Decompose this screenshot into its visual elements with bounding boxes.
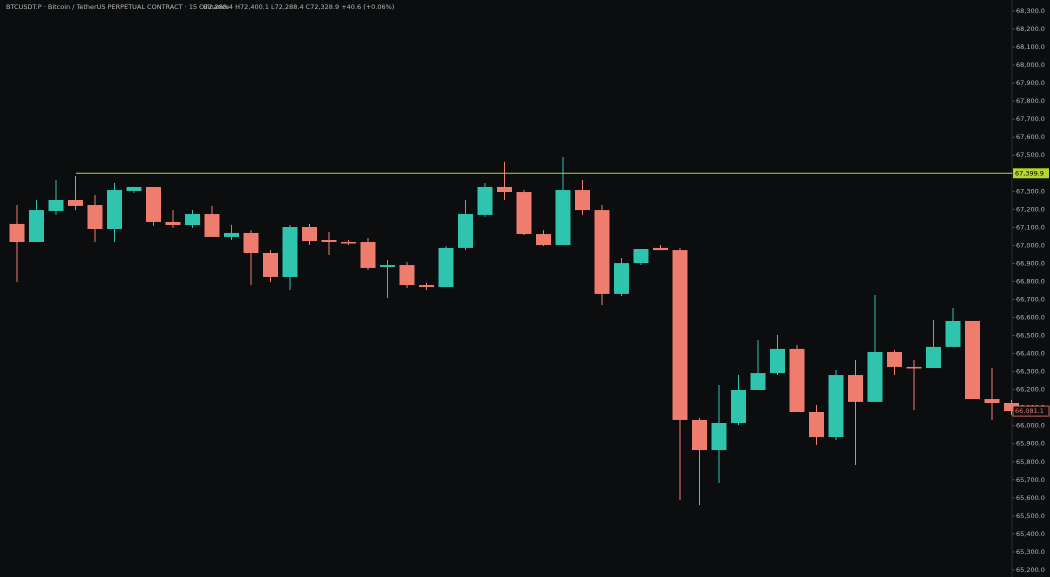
candle-body xyxy=(380,265,395,268)
last-price-tag xyxy=(1012,405,1050,417)
y-tick-label: 67,500.0 xyxy=(1016,151,1045,159)
price-line-tag xyxy=(1013,168,1049,179)
y-tick-label: 65,500.0 xyxy=(1016,512,1045,520)
y-tick-label: 65,900.0 xyxy=(1016,440,1045,448)
y-tick-label: 66,300.0 xyxy=(1016,368,1045,376)
y-tick-label: 66,600.0 xyxy=(1016,314,1045,322)
y-tick-label: 66,000.0 xyxy=(1016,422,1045,430)
candle-body xyxy=(828,375,844,438)
chart-title: BTCUSDT.P · Bitcoin / TetherUS PERPETUAL… xyxy=(6,3,229,11)
candle-body xyxy=(126,186,142,191)
y-tick-label: 66,200.0 xyxy=(1016,386,1045,394)
last-price-label: 66,081.1 xyxy=(1015,407,1044,415)
candle-body xyxy=(692,419,707,451)
candle-body xyxy=(770,348,785,374)
y-tick-label: 65,300.0 xyxy=(1016,548,1045,556)
y-tick-label: 66,400.0 xyxy=(1016,350,1045,358)
candle-body xyxy=(9,223,25,242)
y-tick-label: 65,700.0 xyxy=(1016,476,1045,484)
candle-body xyxy=(516,192,532,235)
candle-body xyxy=(575,190,590,211)
candle-body xyxy=(321,239,337,242)
y-tick-label: 66,900.0 xyxy=(1016,259,1045,267)
candle-body xyxy=(185,214,200,226)
y-tick-label: 67,600.0 xyxy=(1016,133,1045,141)
candle-body xyxy=(945,320,961,347)
y-tick-label: 67,700.0 xyxy=(1016,115,1045,123)
candle-body xyxy=(419,285,434,288)
candle-body xyxy=(458,214,473,248)
candle-body xyxy=(536,234,551,246)
candle-body xyxy=(594,210,610,294)
candle-body xyxy=(789,348,805,413)
candle-body xyxy=(614,263,629,294)
y-tick-label: 68,200.0 xyxy=(1016,25,1045,33)
y-tick-label: 65,600.0 xyxy=(1016,494,1045,502)
candle-body xyxy=(146,186,161,222)
candle-body xyxy=(243,232,259,253)
y-tick-label: 66,500.0 xyxy=(1016,332,1045,340)
y-tick-label: 66,800.0 xyxy=(1016,277,1045,285)
y-tick-label: 67,200.0 xyxy=(1016,205,1045,213)
candle-body xyxy=(282,227,298,277)
y-tick-label: 68,300.0 xyxy=(1016,7,1045,15)
candle-body xyxy=(672,250,688,420)
candle-body xyxy=(906,366,922,369)
y-tick-label: 67,800.0 xyxy=(1016,97,1045,105)
candle-body xyxy=(965,320,980,400)
candle-body xyxy=(87,205,103,229)
candle-body xyxy=(1004,402,1019,412)
candle-body xyxy=(224,232,239,237)
candle-body xyxy=(867,351,883,402)
candle-body xyxy=(341,241,356,244)
y-tick-label: 65,200.0 xyxy=(1016,566,1045,574)
ohlc-legend: O72,288.4 H72,400.1 L72,288.4 C72,328.9 … xyxy=(199,3,394,11)
candle-body xyxy=(204,214,220,237)
y-tick-label: 68,000.0 xyxy=(1016,61,1045,69)
candle-body xyxy=(633,249,649,264)
y-tick-label: 67,000.0 xyxy=(1016,241,1045,249)
candle-body xyxy=(360,241,376,268)
candle-body xyxy=(984,399,1000,403)
y-tick-label: 67,900.0 xyxy=(1016,79,1045,87)
candle-body xyxy=(848,375,863,402)
candle-body xyxy=(750,373,766,391)
candle-body xyxy=(653,247,668,251)
y-tick-label: 66,700.0 xyxy=(1016,295,1045,303)
candle-body xyxy=(48,199,64,211)
candle-body xyxy=(29,210,44,242)
candle-body xyxy=(887,351,902,367)
candle-body xyxy=(107,190,122,229)
y-tick-label: 68,100.0 xyxy=(1016,43,1045,51)
candle-body xyxy=(555,190,571,246)
candle-body xyxy=(711,423,727,451)
candle-body xyxy=(731,390,746,424)
candle-body xyxy=(497,186,512,193)
candle-body xyxy=(68,199,83,206)
price-line-label: 67,399.9 xyxy=(1015,169,1044,177)
candle-body xyxy=(263,252,278,277)
candle-body xyxy=(477,186,493,215)
candle-body xyxy=(302,227,317,242)
candle-body xyxy=(438,247,454,288)
candle-body xyxy=(399,265,415,286)
candle-body xyxy=(926,346,941,369)
y-tick-label: 65,800.0 xyxy=(1016,458,1045,466)
y-tick-label: 67,300.0 xyxy=(1016,187,1045,195)
candle-body xyxy=(165,221,181,226)
candle-body xyxy=(809,412,824,438)
y-tick-label: 67,100.0 xyxy=(1016,223,1045,231)
y-tick-label: 65,400.0 xyxy=(1016,530,1045,538)
